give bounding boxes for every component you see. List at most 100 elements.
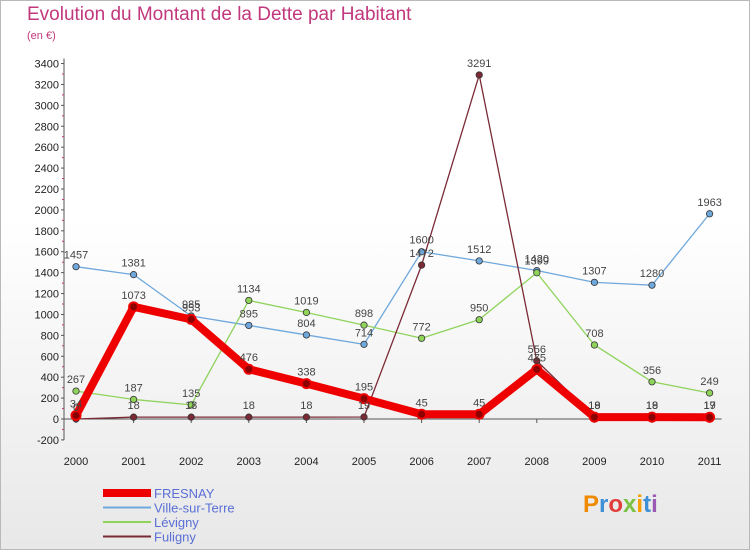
legend-label: Fuligny: [154, 530, 196, 545]
data-label: 1512: [467, 244, 491, 256]
data-point: [302, 331, 310, 339]
data-point: [704, 411, 716, 423]
data-point: [475, 316, 483, 324]
data-label: 45: [415, 397, 427, 409]
series-line-ville-sur-terre: [75, 213, 711, 346]
data-label: 249: [700, 376, 718, 388]
data-label: 1073: [121, 290, 145, 302]
x-tick-label: 2000: [64, 456, 88, 468]
data-label: 895: [240, 308, 258, 320]
data-point: [130, 395, 138, 404]
data-point: [302, 308, 310, 317]
y-tick-label: 3000: [35, 100, 59, 112]
data-label: 18: [185, 400, 197, 412]
y-tick-label: 3200: [35, 79, 59, 91]
data-label: 18: [588, 400, 600, 412]
data-label: 0: [73, 402, 79, 414]
data-point: [245, 321, 253, 330]
x-tick-label: 2006: [409, 456, 433, 468]
data-label: 476: [240, 352, 258, 364]
data-label: 772: [412, 321, 430, 333]
data-point: [648, 281, 656, 289]
y-tick-label: 200: [41, 393, 59, 405]
y-tick-label: 2000: [35, 205, 59, 217]
series-line-fresnay: [72, 302, 714, 422]
data-point: [590, 341, 599, 349]
data-label: 708: [585, 328, 603, 340]
data-label: 556: [528, 344, 546, 356]
data-point: [360, 413, 368, 421]
data-label: 1134: [237, 283, 261, 295]
y-tick-label: 2400: [35, 163, 59, 175]
data-point: [475, 71, 483, 79]
data-point: [302, 413, 310, 421]
data-point: [416, 408, 428, 420]
x-tick-label: 2007: [467, 456, 491, 468]
data-label: 34: [70, 398, 82, 410]
chart-subtitle: (en €): [27, 30, 56, 42]
y-tick-label: 2600: [35, 142, 59, 154]
y-tick-label: 2200: [35, 184, 59, 196]
data-point: [360, 340, 368, 348]
data-label: 18: [127, 400, 139, 412]
data-label: 135: [182, 388, 200, 400]
data-label: 19: [588, 400, 600, 412]
legend-label: Lévigny: [154, 515, 199, 530]
data-point: [185, 313, 197, 325]
data-point: [475, 257, 483, 265]
data-point: [70, 409, 82, 421]
series-line-fuligny: [75, 74, 711, 420]
data-point: [187, 401, 195, 409]
x-tick-label: 2001: [121, 456, 145, 468]
data-label: 985: [182, 299, 200, 311]
y-tick-label: 400: [41, 372, 59, 384]
data-label: 1280: [640, 268, 664, 280]
x-tick-label: 2002: [179, 456, 203, 468]
x-tick-label: 2009: [582, 456, 606, 468]
data-label: 19: [703, 400, 715, 412]
data-point: [705, 210, 714, 218]
y-tick-label: 1000: [35, 309, 59, 321]
data-label: 1381: [121, 258, 145, 270]
data-label: 953: [182, 302, 200, 314]
x-tick-label: 2008: [525, 456, 549, 468]
series-line-lévigny: [75, 272, 711, 406]
data-point: [533, 269, 541, 277]
y-tick-label: 0: [53, 414, 59, 426]
data-point: [648, 378, 656, 386]
data-point: [417, 248, 426, 256]
y-tick-label: 1200: [35, 289, 59, 301]
data-label: 804: [297, 318, 315, 330]
data-label: 17: [703, 400, 715, 412]
data-label: 18: [646, 400, 658, 412]
data-label: 950: [470, 303, 488, 315]
data-point: [590, 278, 599, 286]
logo-letter: o: [608, 491, 624, 518]
logo-letter: i: [651, 491, 658, 518]
data-point: [187, 413, 195, 421]
x-tick-label: 2004: [294, 456, 318, 468]
y-tick-label: 1600: [35, 247, 59, 259]
data-label: 1963: [697, 197, 721, 209]
data-point: [417, 334, 426, 342]
data-point: [128, 301, 140, 313]
data-point: [360, 321, 368, 329]
data-label: 338: [297, 367, 315, 379]
logo-letter: x: [623, 491, 637, 518]
data-label: 18: [243, 400, 255, 412]
logo-letter: t: [643, 491, 652, 518]
data-label: 195: [355, 382, 373, 394]
data-point: [588, 411, 600, 423]
data-label: 267: [67, 374, 85, 386]
data-label: 1420: [525, 254, 549, 266]
x-tick-label: 2011: [698, 456, 722, 468]
x-tick-label: 2005: [352, 456, 376, 468]
chart-title: Evolution du Montant de la Dette par Hab…: [27, 4, 412, 25]
data-label: 3291: [467, 58, 491, 70]
y-tick-label: 600: [41, 351, 59, 363]
y-tick-label: -200: [37, 435, 59, 447]
data-label: 714: [355, 327, 373, 339]
data-point: [130, 271, 138, 279]
y-tick-label: 1800: [35, 226, 59, 238]
